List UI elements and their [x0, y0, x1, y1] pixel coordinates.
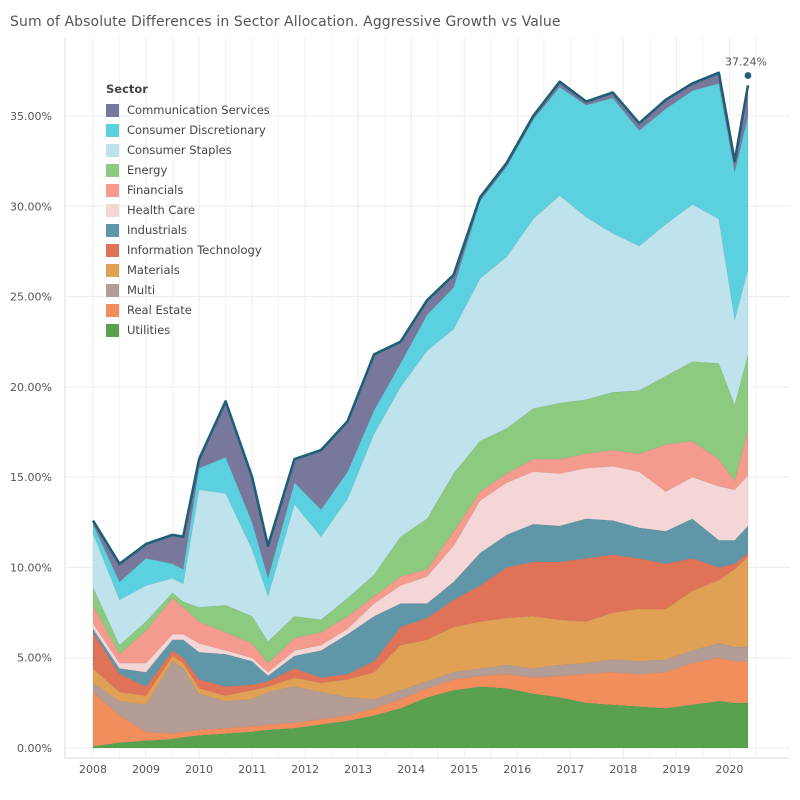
legend-label: Multi	[127, 283, 156, 297]
legend-label: Real Estate	[127, 303, 192, 317]
y-tick-label: 5.00%	[17, 652, 52, 665]
legend-item[interactable]: Industrials	[106, 220, 270, 240]
y-tick-label: 10.00%	[10, 561, 52, 574]
area-energy	[92, 354, 749, 664]
legend-item[interactable]: Consumer Staples	[106, 140, 270, 160]
legend-label: Financials	[127, 183, 184, 197]
legend: Sector Communication Services Consumer Di…	[106, 82, 270, 340]
legend-item[interactable]: Materials	[106, 260, 270, 280]
y-tick-label: 25.00%	[10, 291, 52, 304]
x-tick-label: 2012	[291, 763, 319, 776]
legend-swatch	[106, 263, 119, 277]
legend-item[interactable]: Consumer Discretionary	[106, 120, 270, 140]
legend-swatch	[106, 223, 119, 237]
y-tick-label: 30.00%	[10, 200, 52, 213]
area-materials	[92, 555, 749, 706]
area-real-estate	[92, 657, 749, 747]
legend-swatch	[106, 143, 119, 157]
x-tick-label: 2014	[397, 763, 425, 776]
x-tick-label: 2011	[238, 763, 266, 776]
legend-label: Materials	[127, 263, 180, 277]
legend-label: Consumer Discretionary	[127, 123, 266, 137]
x-tick-label: 2016	[503, 763, 531, 776]
legend-swatch	[106, 303, 119, 317]
legend-item[interactable]: Multi	[106, 280, 270, 300]
y-tick-label: 0.00%	[17, 742, 52, 755]
legend-swatch	[106, 103, 119, 117]
area-utilities	[92, 686, 749, 749]
legend-title: Sector	[106, 82, 148, 96]
area-multi	[92, 642, 749, 734]
legend-item[interactable]: Real Estate	[106, 300, 270, 320]
legend-item[interactable]: Energy	[106, 160, 270, 180]
legend-label: Energy	[127, 163, 168, 177]
x-tick-label: 2018	[609, 763, 637, 776]
x-tick-label: 2020	[715, 763, 743, 776]
legend-swatch	[106, 243, 119, 257]
legend-item[interactable]: Information Technology	[106, 240, 270, 260]
end-value-label: 37.24%	[725, 56, 767, 69]
legend-item[interactable]: Financials	[106, 180, 270, 200]
legend-label: Utilities	[127, 323, 171, 337]
legend-swatch	[106, 323, 119, 337]
legend-label: Consumer Staples	[127, 143, 232, 157]
y-tick-label: 15.00%	[10, 471, 52, 484]
legend-label: Industrials	[127, 223, 187, 237]
legend-swatch	[106, 163, 119, 177]
area-health-care	[92, 465, 749, 677]
legend-items: Communication Services Consumer Discretio…	[106, 100, 270, 340]
x-tick-label: 2013	[344, 763, 372, 776]
legend-swatch	[106, 283, 119, 297]
x-tick-label: 2009	[132, 763, 160, 776]
end-point-marker	[744, 72, 752, 79]
x-tick-label: 2019	[662, 763, 690, 776]
legend-label: Health Care	[127, 203, 196, 217]
y-tick-label: 20.00%	[10, 381, 52, 394]
total-line-layer: 37.24%	[91, 56, 767, 566]
area-layers	[92, 72, 749, 749]
x-tick-label: 2008	[79, 763, 107, 776]
legend-item[interactable]: Communication Services	[106, 100, 270, 120]
total-line	[91, 71, 750, 566]
axes: 2008 2009 2010 2011 2012 2013 2014 2015 2016 2017…	[10, 38, 790, 776]
legend-swatch	[106, 183, 119, 197]
legend-item[interactable]: Health Care	[106, 200, 270, 220]
legend-label: Information Technology	[127, 243, 262, 257]
x-tick-label: 2015	[450, 763, 478, 776]
legend-label: Communication Services	[127, 103, 270, 117]
x-tick-label: 2010	[185, 763, 213, 776]
legend-item[interactable]: Utilities	[106, 320, 270, 340]
y-tick-label: 35.00%	[10, 110, 52, 123]
chart-title: Sum of Absolute Differences in Sector Al…	[10, 14, 561, 30]
legend-swatch	[106, 123, 119, 137]
legend-swatch	[106, 203, 119, 217]
x-tick-label: 2017	[556, 763, 584, 776]
